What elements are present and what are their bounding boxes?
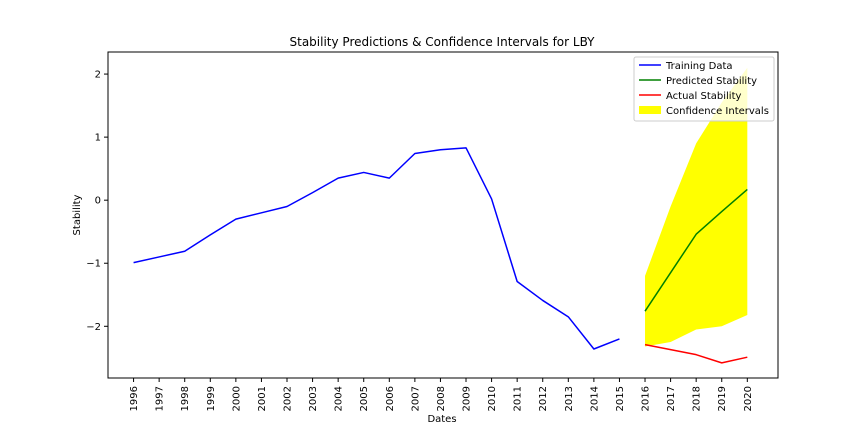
y-tick-label: 0 bbox=[95, 196, 101, 207]
x-tick-label: 2011 bbox=[513, 386, 524, 411]
x-tick-label: 2018 bbox=[692, 386, 703, 411]
x-tick-label: 2014 bbox=[589, 386, 600, 411]
confidence-interval-layer bbox=[645, 67, 748, 347]
chart-title: Stability Predictions & Confidence Inter… bbox=[290, 35, 596, 49]
y-tick-label: −2 bbox=[86, 322, 101, 333]
x-tick-label: 1997 bbox=[155, 386, 166, 411]
y-axis: −2 −1 0 1 2 bbox=[86, 70, 108, 333]
legend-label-training: Training Data bbox=[665, 61, 733, 72]
y-tick-label: 1 bbox=[95, 133, 101, 144]
x-tick-label: 2015 bbox=[615, 386, 626, 411]
legend-label-predicted: Predicted Stability bbox=[666, 76, 757, 87]
x-tick-label: 2004 bbox=[334, 386, 345, 411]
series-layer bbox=[133, 147, 748, 364]
x-tick-label: 2010 bbox=[487, 386, 498, 411]
x-tick-label: 2006 bbox=[385, 386, 396, 411]
x-tick-label: 2002 bbox=[283, 386, 294, 411]
x-tick-label: 2016 bbox=[641, 386, 652, 411]
x-tick-label: 2001 bbox=[257, 386, 268, 411]
x-tick-label: 2009 bbox=[462, 386, 473, 411]
plot-frame bbox=[107, 51, 779, 379]
x-axis: 1996 1997 1998 1999 2000 2001 2002 2003 2004 2005… bbox=[129, 378, 754, 411]
x-tick-label: 1998 bbox=[180, 386, 191, 411]
x-tick-label: 2012 bbox=[538, 386, 549, 411]
series-line-0 bbox=[133, 147, 620, 350]
x-tick-label: 2008 bbox=[436, 386, 447, 411]
x-tick-label: 2019 bbox=[717, 386, 728, 411]
x-tick-label: 1999 bbox=[206, 386, 217, 411]
y-tick-label: 2 bbox=[95, 70, 101, 81]
x-tick-label: 2013 bbox=[564, 386, 575, 411]
x-tick-label: 2003 bbox=[308, 386, 319, 411]
y-tick-label: −1 bbox=[86, 259, 101, 270]
legend: Training Data Predicted Stability Actual… bbox=[633, 56, 775, 122]
y-axis-label: Stability bbox=[72, 194, 83, 235]
x-axis-label: Dates bbox=[427, 414, 456, 425]
x-tick-label: 2020 bbox=[743, 386, 754, 411]
series-line-2 bbox=[644, 343, 748, 364]
series-line-1 bbox=[644, 188, 748, 312]
x-tick-label: 2017 bbox=[666, 386, 677, 411]
legend-label-ci: Confidence Intervals bbox=[666, 106, 769, 117]
x-tick-label: 2000 bbox=[231, 386, 242, 411]
confidence-interval-band bbox=[645, 67, 748, 347]
x-tick-label: 2005 bbox=[359, 386, 370, 411]
legend-label-actual: Actual Stability bbox=[666, 91, 742, 102]
x-tick-label: 1996 bbox=[129, 386, 140, 411]
legend-box bbox=[633, 56, 775, 122]
legend-swatch-ci bbox=[639, 106, 661, 114]
x-tick-label: 2007 bbox=[410, 386, 421, 411]
